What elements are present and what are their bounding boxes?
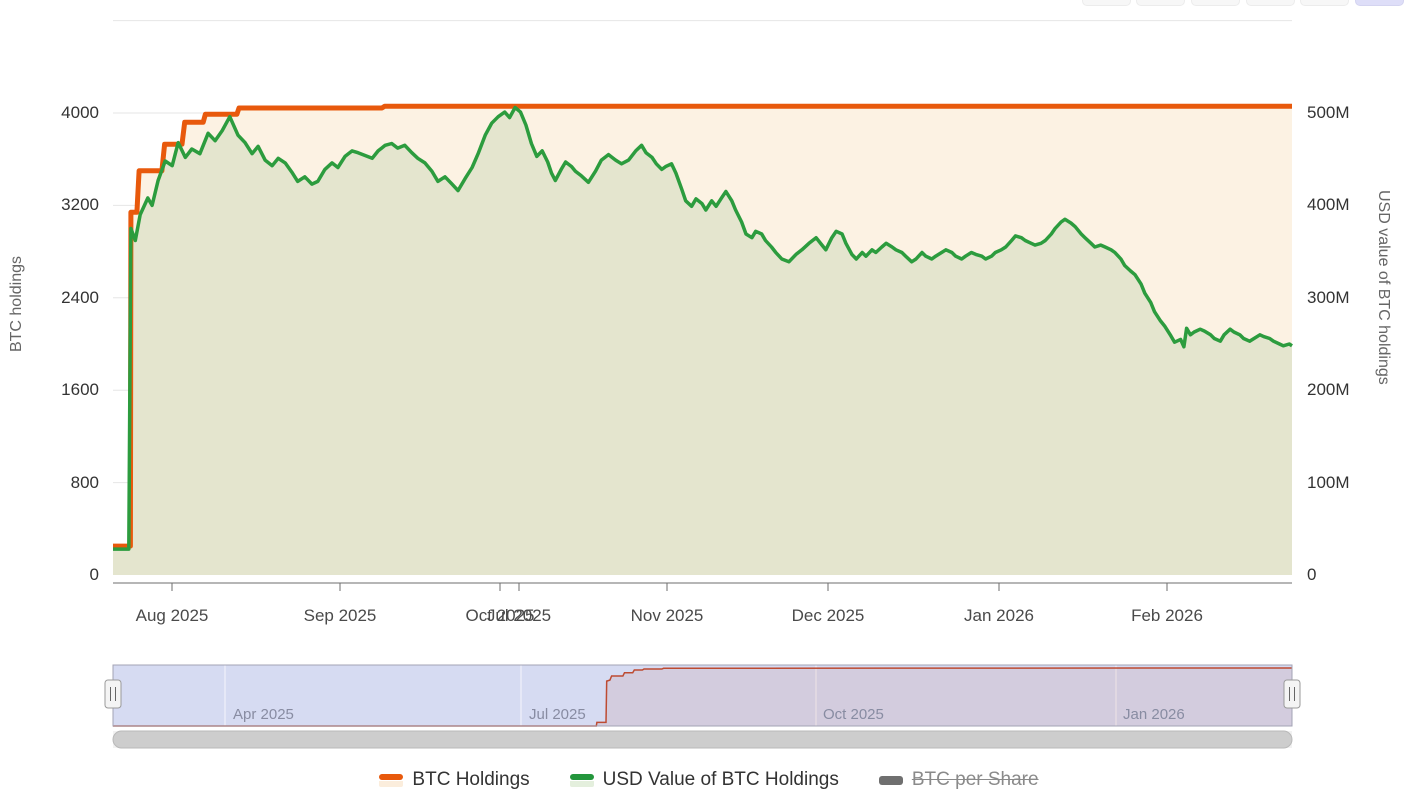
navigator-mask[interactable] [113,665,1292,726]
x-axis-label: Aug 2025 [135,606,209,625]
legend-label: BTC per Share [911,769,1039,790]
x-axis-label: Jan 2026 [964,606,1034,625]
legend-marker-green-line-icon [569,773,594,787]
y-axis-right-label: 200M [1307,380,1350,400]
legend-item-btc-holdings[interactable]: BTC Holdings [379,769,530,791]
y-axis-right-label: 0 [1307,565,1317,584]
y-axis-left-label: 1600 [61,380,99,400]
legend-label: USD Value of BTC Holdings [602,769,839,790]
y-axis-left-title: BTC holdings [8,255,25,353]
navigator-date-label: Apr 2025 [233,706,294,723]
y-axis-left-label: 0 [89,565,99,584]
x-axis-label: Oct 2025 [465,606,535,625]
legend-item-usd-value[interactable]: USD Value of BTC Holdings [569,769,839,791]
legend-marker-orange-line-icon [379,773,404,787]
btc-holdings-line [113,103,1292,549]
y-axis-left-label: 2400 [61,287,99,307]
navigator-handle-right[interactable] [1283,679,1301,709]
range-selector-button[interactable] [1191,0,1240,6]
scrollbar-thumb[interactable] [112,730,1293,749]
range-selector-button[interactable] [1300,0,1349,6]
x-axis-label: Sep 2025 [303,606,377,625]
range-selector-button[interactable] [1246,0,1295,6]
y-axis-right-label: 300M [1307,287,1350,307]
navigator-series-area [113,668,1292,726]
navigator-handle-left[interactable] [104,679,122,709]
btc-holdings-area [113,106,1292,576]
legend: BTC Holdings USD Value of BTC Holdings B… [0,769,1418,791]
usd-value-line [113,105,1293,551]
navigator-series-line [113,667,1293,727]
range-selector-button[interactable] [1355,0,1404,6]
y-axis-right-label: 400M [1307,195,1350,215]
y-axis-right-label: 100M [1307,472,1350,492]
y-axis-left-label: 4000 [61,103,99,122]
y-axis-left-label: 800 [70,472,99,492]
usd-value-area [113,107,1292,575]
y-axis-right-label: 500M [1307,103,1350,122]
legend-label: BTC Holdings [412,769,530,790]
navigator-date-label: Jul 2025 [529,706,586,723]
navigator-date-label: Jan 2026 [1123,706,1185,723]
y-axis-right-title: USD value of BTC holdings [1375,190,1392,385]
x-axis-label: Nov 2025 [630,606,704,625]
x-axis-label: Feb 2026 [1131,606,1203,625]
y-axis-left-label: 3200 [61,195,99,215]
legend-item-btc-per-share[interactable]: BTC per Share [878,769,1039,791]
range-selector-button[interactable] [1136,0,1185,6]
x-axis-label: Dec 2025 [791,606,865,625]
range-selector-button[interactable] [1082,0,1131,6]
x-axis-label: Jul 2025 [486,606,552,625]
navigator-date-label: Oct 2025 [823,706,884,723]
legend-marker-gray-bar-icon [878,775,903,785]
